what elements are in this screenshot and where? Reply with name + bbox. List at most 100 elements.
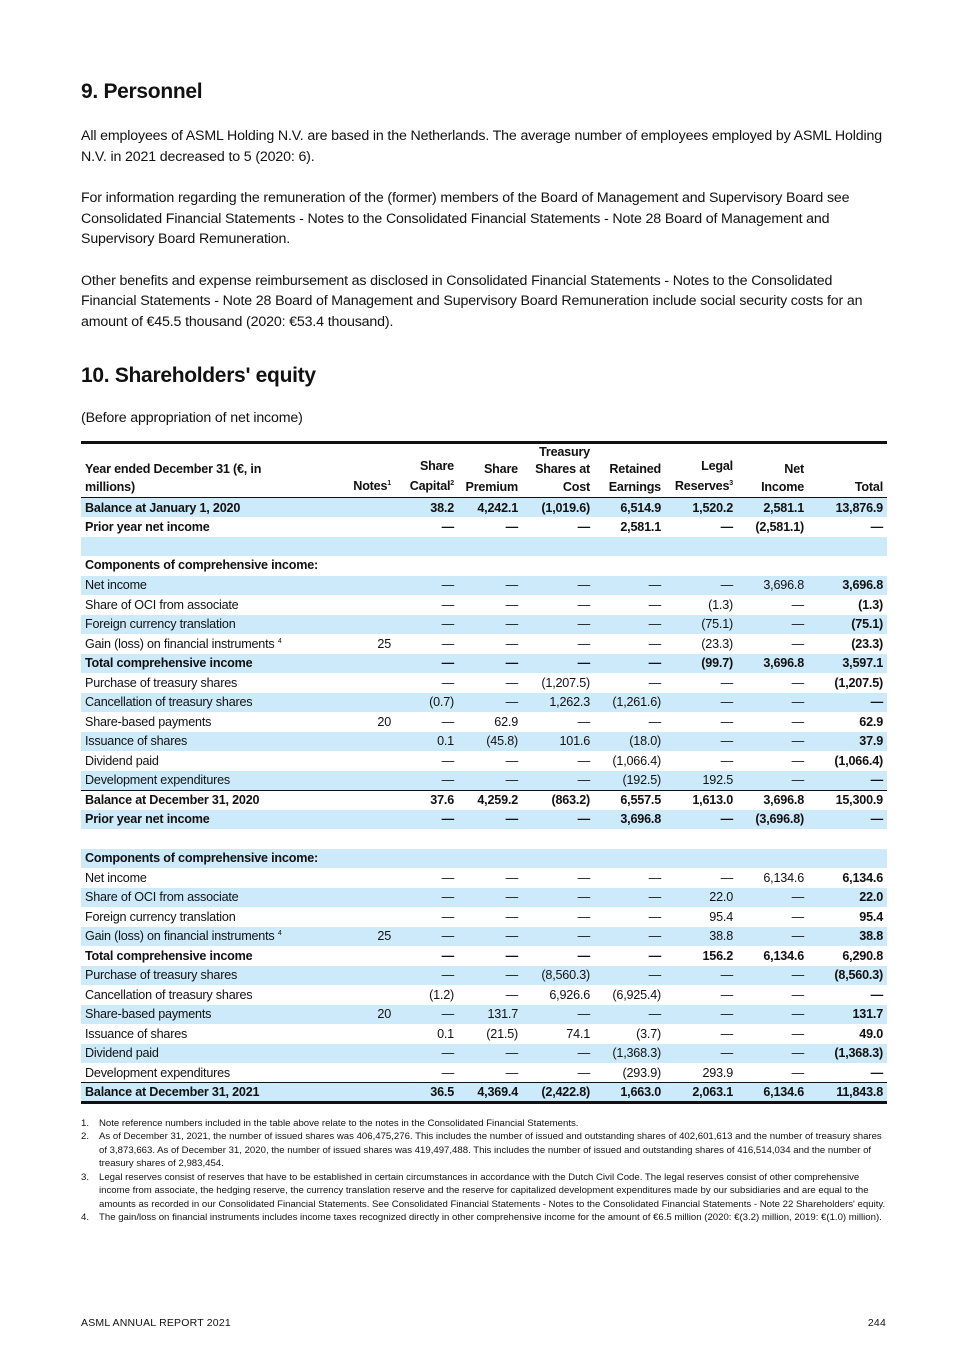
row-notes: 25	[377, 636, 391, 651]
row-value: —	[505, 870, 519, 885]
row-value: 156.2	[702, 948, 733, 963]
row-value: 37.9	[808, 731, 887, 751]
row-value: —	[458, 965, 522, 985]
row-value: —	[791, 753, 805, 768]
row-value: —	[395, 1004, 458, 1024]
row-value	[458, 536, 522, 556]
table-row: Prior year net income — — —3,696.8— (3,696.8…	[81, 809, 887, 829]
row-label: Balance at January 1, 2020	[81, 497, 329, 517]
row-value: —	[458, 926, 522, 946]
row-value: —	[594, 575, 665, 595]
table-row: Foreign currency translation — — — — 95.4 — 95.…	[81, 907, 887, 927]
row-value: —	[577, 870, 591, 885]
row-value: 22.0	[808, 887, 887, 907]
row-value: —	[737, 887, 808, 907]
table-row: Total comprehensive income — — — — (99.7) 3,69…	[81, 653, 887, 673]
row-notes	[329, 946, 395, 966]
row-value: 6,557.5	[594, 789, 665, 810]
row-notes: 25	[329, 926, 395, 946]
row-value: (23.3)	[851, 636, 883, 651]
row-value: (0.7)	[395, 692, 458, 712]
row-value: —	[791, 714, 805, 729]
paragraph: Other benefits and expense reimbursement…	[81, 272, 863, 330]
row-value: 13,876.9	[808, 497, 887, 517]
row-value: —	[808, 770, 887, 790]
table-row: Share-based payments 20—131.7— — — —131.7	[81, 1004, 887, 1024]
row-label: Development expenditures	[81, 770, 329, 790]
row-notes	[329, 1043, 395, 1063]
row-value	[458, 556, 522, 576]
row-value: 6,134.6	[842, 870, 883, 885]
row-label: Foreign currency translation	[85, 909, 236, 924]
row-label: Foreign currency translation	[81, 614, 329, 634]
row-value: 101.6	[522, 731, 594, 751]
header-share-premium: Share Premium	[465, 462, 519, 494]
row-value: —	[791, 1065, 805, 1080]
row-value: —	[720, 987, 734, 1002]
row-value: 62.9	[494, 714, 518, 729]
table-row: Prior year net income — — — 2,581.1 — (2,581.1…	[81, 517, 887, 537]
row-value: —	[458, 692, 522, 712]
row-value	[808, 829, 887, 849]
row-notes	[329, 556, 395, 576]
row-value: —	[395, 887, 458, 907]
row-notes	[329, 887, 395, 907]
row-value	[522, 848, 594, 868]
row-value: —	[577, 519, 591, 534]
row-notes	[329, 985, 395, 1005]
row-label: Components of comprehensive income:	[81, 848, 329, 868]
row-value: —	[522, 614, 594, 634]
row-label: Share of OCI from associate	[81, 887, 329, 907]
row-value: —	[720, 519, 734, 534]
row-value: —	[522, 926, 594, 946]
row-notes	[329, 1063, 395, 1083]
row-value: 131.7	[808, 1004, 887, 1024]
row-value: —	[505, 519, 519, 534]
equity-table: Year ended December 31 (€, in millions) …	[81, 441, 887, 1104]
row-value: (1,368.3)	[808, 1043, 887, 1063]
row-notes	[329, 1024, 395, 1044]
row-value: —	[594, 965, 665, 985]
table-row: Share of OCI from associate — — — — (1.3) — (1.…	[81, 595, 887, 615]
row-value: —	[870, 1065, 884, 1080]
row-value: —	[458, 1043, 522, 1063]
row-value	[594, 536, 665, 556]
footnote: 3. Legal reserves consist of reserves tha…	[81, 1171, 887, 1212]
row-value: —	[577, 636, 591, 651]
row-value: —	[522, 809, 594, 829]
row-value: —	[395, 965, 458, 985]
row-value: (293.9)	[622, 1065, 661, 1080]
row-value: —	[665, 575, 737, 595]
row-label: Gain (loss) on financial instruments 4	[85, 636, 282, 651]
row-value: —	[441, 870, 455, 885]
header-retained: Retained Earnings	[608, 462, 661, 494]
row-value: (1.3)	[858, 597, 883, 612]
header-share-capital: Share Capital2	[409, 458, 454, 494]
row-value: 6,926.6	[549, 987, 590, 1002]
row-value: —	[594, 926, 665, 946]
row-value: —	[808, 809, 887, 829]
row-value	[458, 829, 522, 849]
row-value: —	[648, 870, 662, 885]
footnotes: 1. Note reference numbers included in the…	[81, 1117, 887, 1225]
row-value	[522, 556, 594, 576]
row-value	[395, 848, 458, 868]
row-label: Dividend paid	[85, 753, 159, 768]
row-value: —	[441, 948, 455, 963]
row-value: (1,019.6)	[522, 497, 594, 517]
row-value: —	[870, 987, 884, 1002]
footnote: 2. As of December 31, 2021, the number of…	[81, 1130, 887, 1171]
row-value: 293.9	[702, 1065, 733, 1080]
table-row: Dividend paid — — — (1,066.4) — — (1,066.4)	[81, 751, 887, 771]
row-value: 3,696.8	[737, 575, 808, 595]
row-value: 95.4	[859, 909, 883, 924]
row-value: —	[395, 653, 458, 673]
table-row: Dividend paid — — — (1,368.3) — — (1,368.3)	[81, 1043, 887, 1063]
row-value: (1,066.4)	[612, 753, 661, 768]
footer-report-name: ASML ANNUAL REPORT 2021	[81, 1317, 231, 1329]
row-value: —	[505, 753, 519, 768]
table-row: Issuance of shares 0.1 (21.5) 74.1 (3.7) — — 49…	[81, 1024, 887, 1044]
row-value	[594, 556, 665, 576]
row-label: Share of OCI from associate	[85, 597, 239, 612]
row-label	[81, 829, 329, 849]
